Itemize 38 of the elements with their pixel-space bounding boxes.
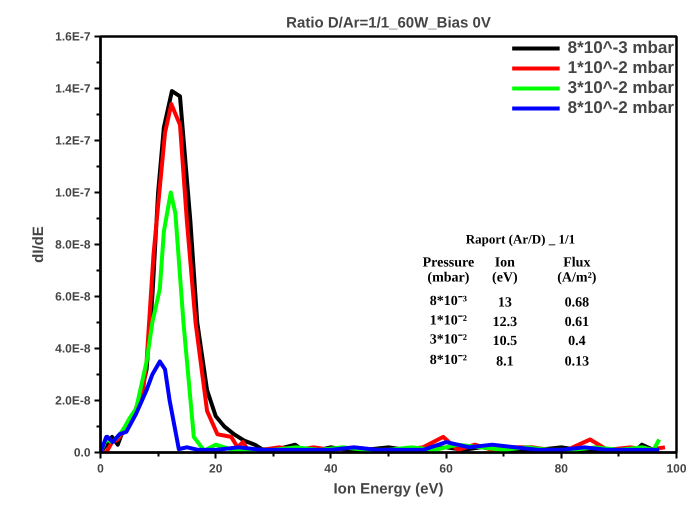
annotation: 0.68 <box>564 296 590 311</box>
x-tick-label: 20 <box>209 462 223 476</box>
annotation: 3*10⁻² <box>430 332 468 348</box>
x-axis-title: Ion Energy (eV) <box>333 480 444 498</box>
annotation: Ion (eV) <box>492 255 518 286</box>
x-tick-label: 60 <box>439 462 454 476</box>
annotation: Flux (A/m²) <box>557 255 597 286</box>
legend-label: 1*10^-2 mbar <box>568 58 674 78</box>
x-tick-label: 40 <box>324 462 338 476</box>
annotation: 0.61 <box>564 315 590 330</box>
annotation: 8*10⁻² <box>430 353 468 368</box>
x-tick-label: 0 <box>97 462 104 476</box>
annotation: 13 <box>498 296 512 311</box>
y-tick-label: 6.0E-8 <box>55 290 91 304</box>
y-tick-label: 1.0E-7 <box>55 186 91 200</box>
annotation: 8*10⁻³ <box>430 294 468 310</box>
y-tick-label: 1.4E-7 <box>55 82 91 96</box>
annotation: Pressure (mbar) <box>422 255 474 286</box>
x-tick-label: 80 <box>554 462 568 476</box>
x-tick-label: 100 <box>666 462 687 476</box>
annotation: 1*10⁻² <box>430 314 468 329</box>
annotation: 10.5 <box>492 334 518 350</box>
legend-label: 3*10^-2 mbar <box>568 78 674 98</box>
y-tick-label: 1.2E-7 <box>55 134 91 148</box>
legend-label: 8*10^-2 mbar <box>568 98 674 118</box>
legend-label: 8*10^-3 mbar <box>568 38 674 58</box>
y-tick-label: 8.0E-8 <box>55 238 91 252</box>
y-axis-title: dI/dE <box>30 226 48 263</box>
annotation: 8.1 <box>496 354 514 370</box>
chart-title: Ratio D/Ar=1/1_60W_Bias 0V <box>286 14 491 32</box>
y-tick-label: 1.6E-7 <box>55 30 91 44</box>
annotation: 12.3 <box>492 315 518 330</box>
annotation: Raport (Ar/D) _ 1/1 <box>466 232 576 247</box>
y-tick-label: 2.0E-8 <box>55 394 91 408</box>
annotation: 0.13 <box>564 354 590 370</box>
y-tick-label: 0.0 <box>74 446 91 460</box>
y-tick-label: 4.0E-8 <box>55 342 91 356</box>
annotation: 0.4 <box>568 334 586 350</box>
